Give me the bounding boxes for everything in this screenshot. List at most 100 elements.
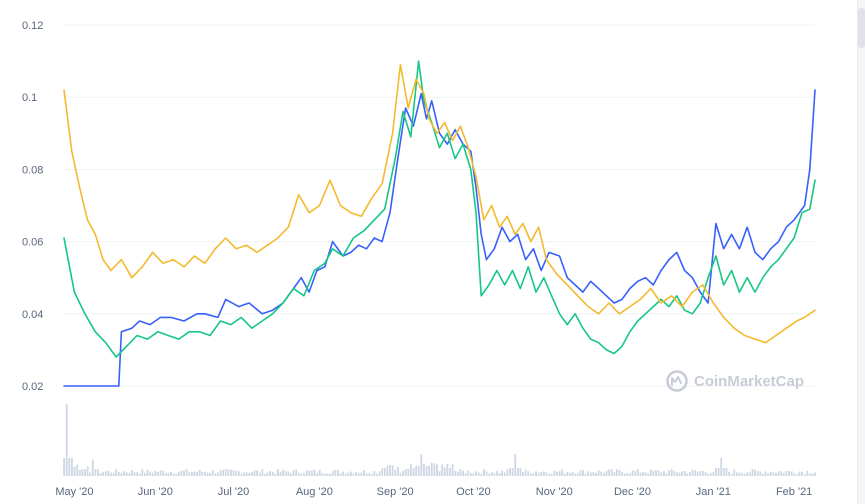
volume-bar — [157, 471, 159, 476]
volume-bar — [130, 470, 133, 476]
volume-bar — [177, 471, 180, 476]
volume-bar — [738, 472, 741, 476]
volume-bar — [503, 472, 506, 476]
volume-bar — [305, 470, 308, 476]
volume-bar — [326, 473, 329, 476]
volume-bar — [702, 470, 704, 476]
series-line-1 — [63, 60, 816, 358]
volume-bar — [104, 471, 107, 476]
volume-bar — [543, 471, 545, 476]
volume-bar — [613, 472, 616, 476]
volume-bar — [769, 471, 772, 476]
volume-bar — [535, 471, 537, 476]
volume-bar — [704, 472, 707, 476]
volume-bars — [63, 404, 816, 476]
volume-bar — [629, 473, 631, 476]
volume-bar — [402, 470, 404, 476]
volume-bar — [647, 473, 650, 476]
volume-bar — [146, 469, 149, 476]
volume-bar — [224, 469, 227, 476]
volume-bar — [219, 470, 222, 476]
volume-bar — [386, 465, 389, 476]
volume-bar — [370, 473, 373, 476]
volume-bar — [509, 468, 511, 476]
volume-bar — [728, 471, 730, 476]
volume-bar — [775, 472, 777, 476]
y-tick-label: 0.1 — [22, 92, 37, 104]
volume-bar — [245, 472, 248, 476]
volume-bar — [498, 472, 501, 476]
volume-bar — [683, 471, 686, 476]
volume-bar — [741, 472, 743, 476]
volume-bar — [668, 470, 670, 476]
volume-bar — [618, 469, 621, 476]
volume-bar — [516, 468, 519, 476]
volume-bar — [545, 472, 548, 476]
volume-bar — [556, 471, 558, 476]
volume-bar — [355, 472, 358, 476]
volume-bar — [696, 471, 699, 476]
volume-bar — [209, 472, 212, 476]
volume-bar — [263, 473, 266, 476]
volume-bar — [600, 471, 603, 476]
volume-bar — [381, 468, 384, 476]
volume-bar — [655, 470, 657, 476]
scrollbar-thumb[interactable] — [858, 8, 865, 48]
volume-bar — [206, 472, 209, 476]
volume-bar — [691, 469, 694, 476]
x-tick-label: Jun '20 — [138, 486, 173, 498]
volume-bar — [183, 470, 185, 476]
volume-bar — [751, 469, 754, 476]
volume-bar — [493, 473, 496, 476]
volume-bar — [365, 473, 368, 476]
volume-bar — [295, 469, 298, 476]
volume-bar — [694, 470, 697, 476]
volume-bar — [196, 471, 198, 476]
volume-bar — [172, 473, 175, 476]
volume-bar — [488, 473, 491, 476]
volume-bar — [571, 472, 574, 476]
volume-bar — [373, 470, 376, 476]
volume-bar — [477, 472, 480, 476]
volume-bar — [344, 473, 347, 476]
volume-bar — [188, 472, 191, 476]
volume-bar — [227, 469, 230, 476]
volume-bar — [605, 470, 608, 476]
volume-bar — [814, 472, 816, 476]
volume-bar — [237, 471, 240, 476]
volume-bar — [201, 471, 204, 476]
scrollbar-track[interactable] — [857, 0, 865, 504]
volume-bar — [410, 464, 412, 476]
volume-bar — [548, 473, 551, 476]
volume-bar — [644, 472, 647, 476]
volume-bar — [84, 469, 86, 476]
volume-bar — [290, 473, 292, 476]
volume-bar — [793, 473, 796, 476]
volume-bar — [250, 472, 253, 476]
y-tick-label: 0.06 — [22, 237, 43, 249]
volume-bar — [357, 472, 360, 476]
volume-bar — [707, 473, 710, 476]
volume-bar — [76, 464, 79, 476]
volume-bar — [415, 466, 418, 476]
volume-bar — [462, 470, 464, 476]
volume-bar — [151, 472, 154, 476]
x-tick-label: May '20 — [55, 486, 93, 498]
volume-bar — [532, 473, 535, 476]
volume-bar — [759, 471, 762, 476]
volume-bar — [808, 473, 811, 476]
volume-bar — [662, 471, 665, 476]
volume-bar — [451, 463, 454, 476]
volume-bar — [563, 473, 566, 476]
volume-bar — [579, 470, 582, 476]
volume-bar — [323, 473, 326, 476]
volume-bar — [329, 473, 331, 476]
volume-bar — [608, 469, 610, 476]
volume-bar — [65, 404, 68, 476]
series-line-2 — [63, 63, 816, 344]
volume-bar — [253, 470, 256, 476]
volume-bar — [673, 470, 676, 476]
volume-bar — [569, 472, 571, 476]
volume-bar — [347, 472, 350, 476]
volume-bar — [71, 458, 73, 476]
